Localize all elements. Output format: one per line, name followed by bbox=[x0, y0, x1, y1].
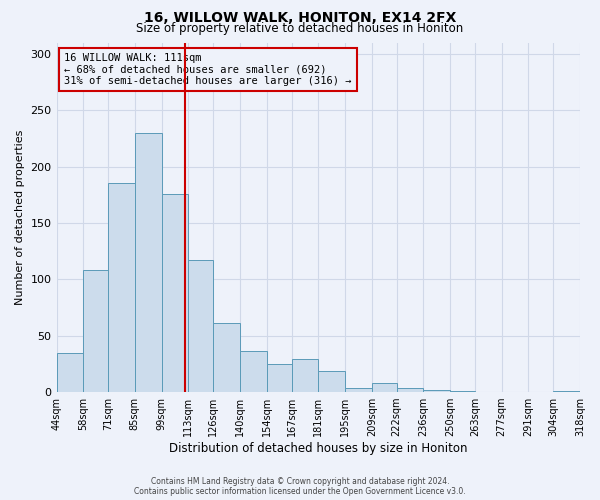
Bar bbox=[345, 388, 372, 392]
Text: 16 WILLOW WALK: 111sqm
← 68% of detached houses are smaller (692)
31% of semi-de: 16 WILLOW WALK: 111sqm ← 68% of detached… bbox=[64, 53, 352, 86]
Bar bbox=[188, 260, 213, 392]
X-axis label: Distribution of detached houses by size in Honiton: Distribution of detached houses by size … bbox=[169, 442, 467, 455]
Bar bbox=[397, 388, 424, 392]
Text: Size of property relative to detached houses in Honiton: Size of property relative to detached ho… bbox=[136, 22, 464, 35]
Bar bbox=[240, 352, 266, 392]
Bar bbox=[266, 364, 292, 392]
Text: Contains HM Land Registry data © Crown copyright and database right 2024.
Contai: Contains HM Land Registry data © Crown c… bbox=[134, 476, 466, 496]
Bar bbox=[372, 383, 397, 392]
Bar bbox=[318, 370, 345, 392]
Text: 16, WILLOW WALK, HONITON, EX14 2FX: 16, WILLOW WALK, HONITON, EX14 2FX bbox=[144, 11, 456, 25]
Bar bbox=[108, 184, 135, 392]
Bar bbox=[553, 391, 580, 392]
Y-axis label: Number of detached properties: Number of detached properties bbox=[15, 130, 25, 305]
Bar bbox=[83, 270, 108, 392]
Bar bbox=[161, 194, 188, 392]
Bar bbox=[450, 391, 475, 392]
Bar bbox=[135, 132, 161, 392]
Bar bbox=[213, 324, 240, 392]
Bar bbox=[424, 390, 450, 392]
Bar bbox=[56, 352, 83, 392]
Bar bbox=[292, 360, 318, 392]
